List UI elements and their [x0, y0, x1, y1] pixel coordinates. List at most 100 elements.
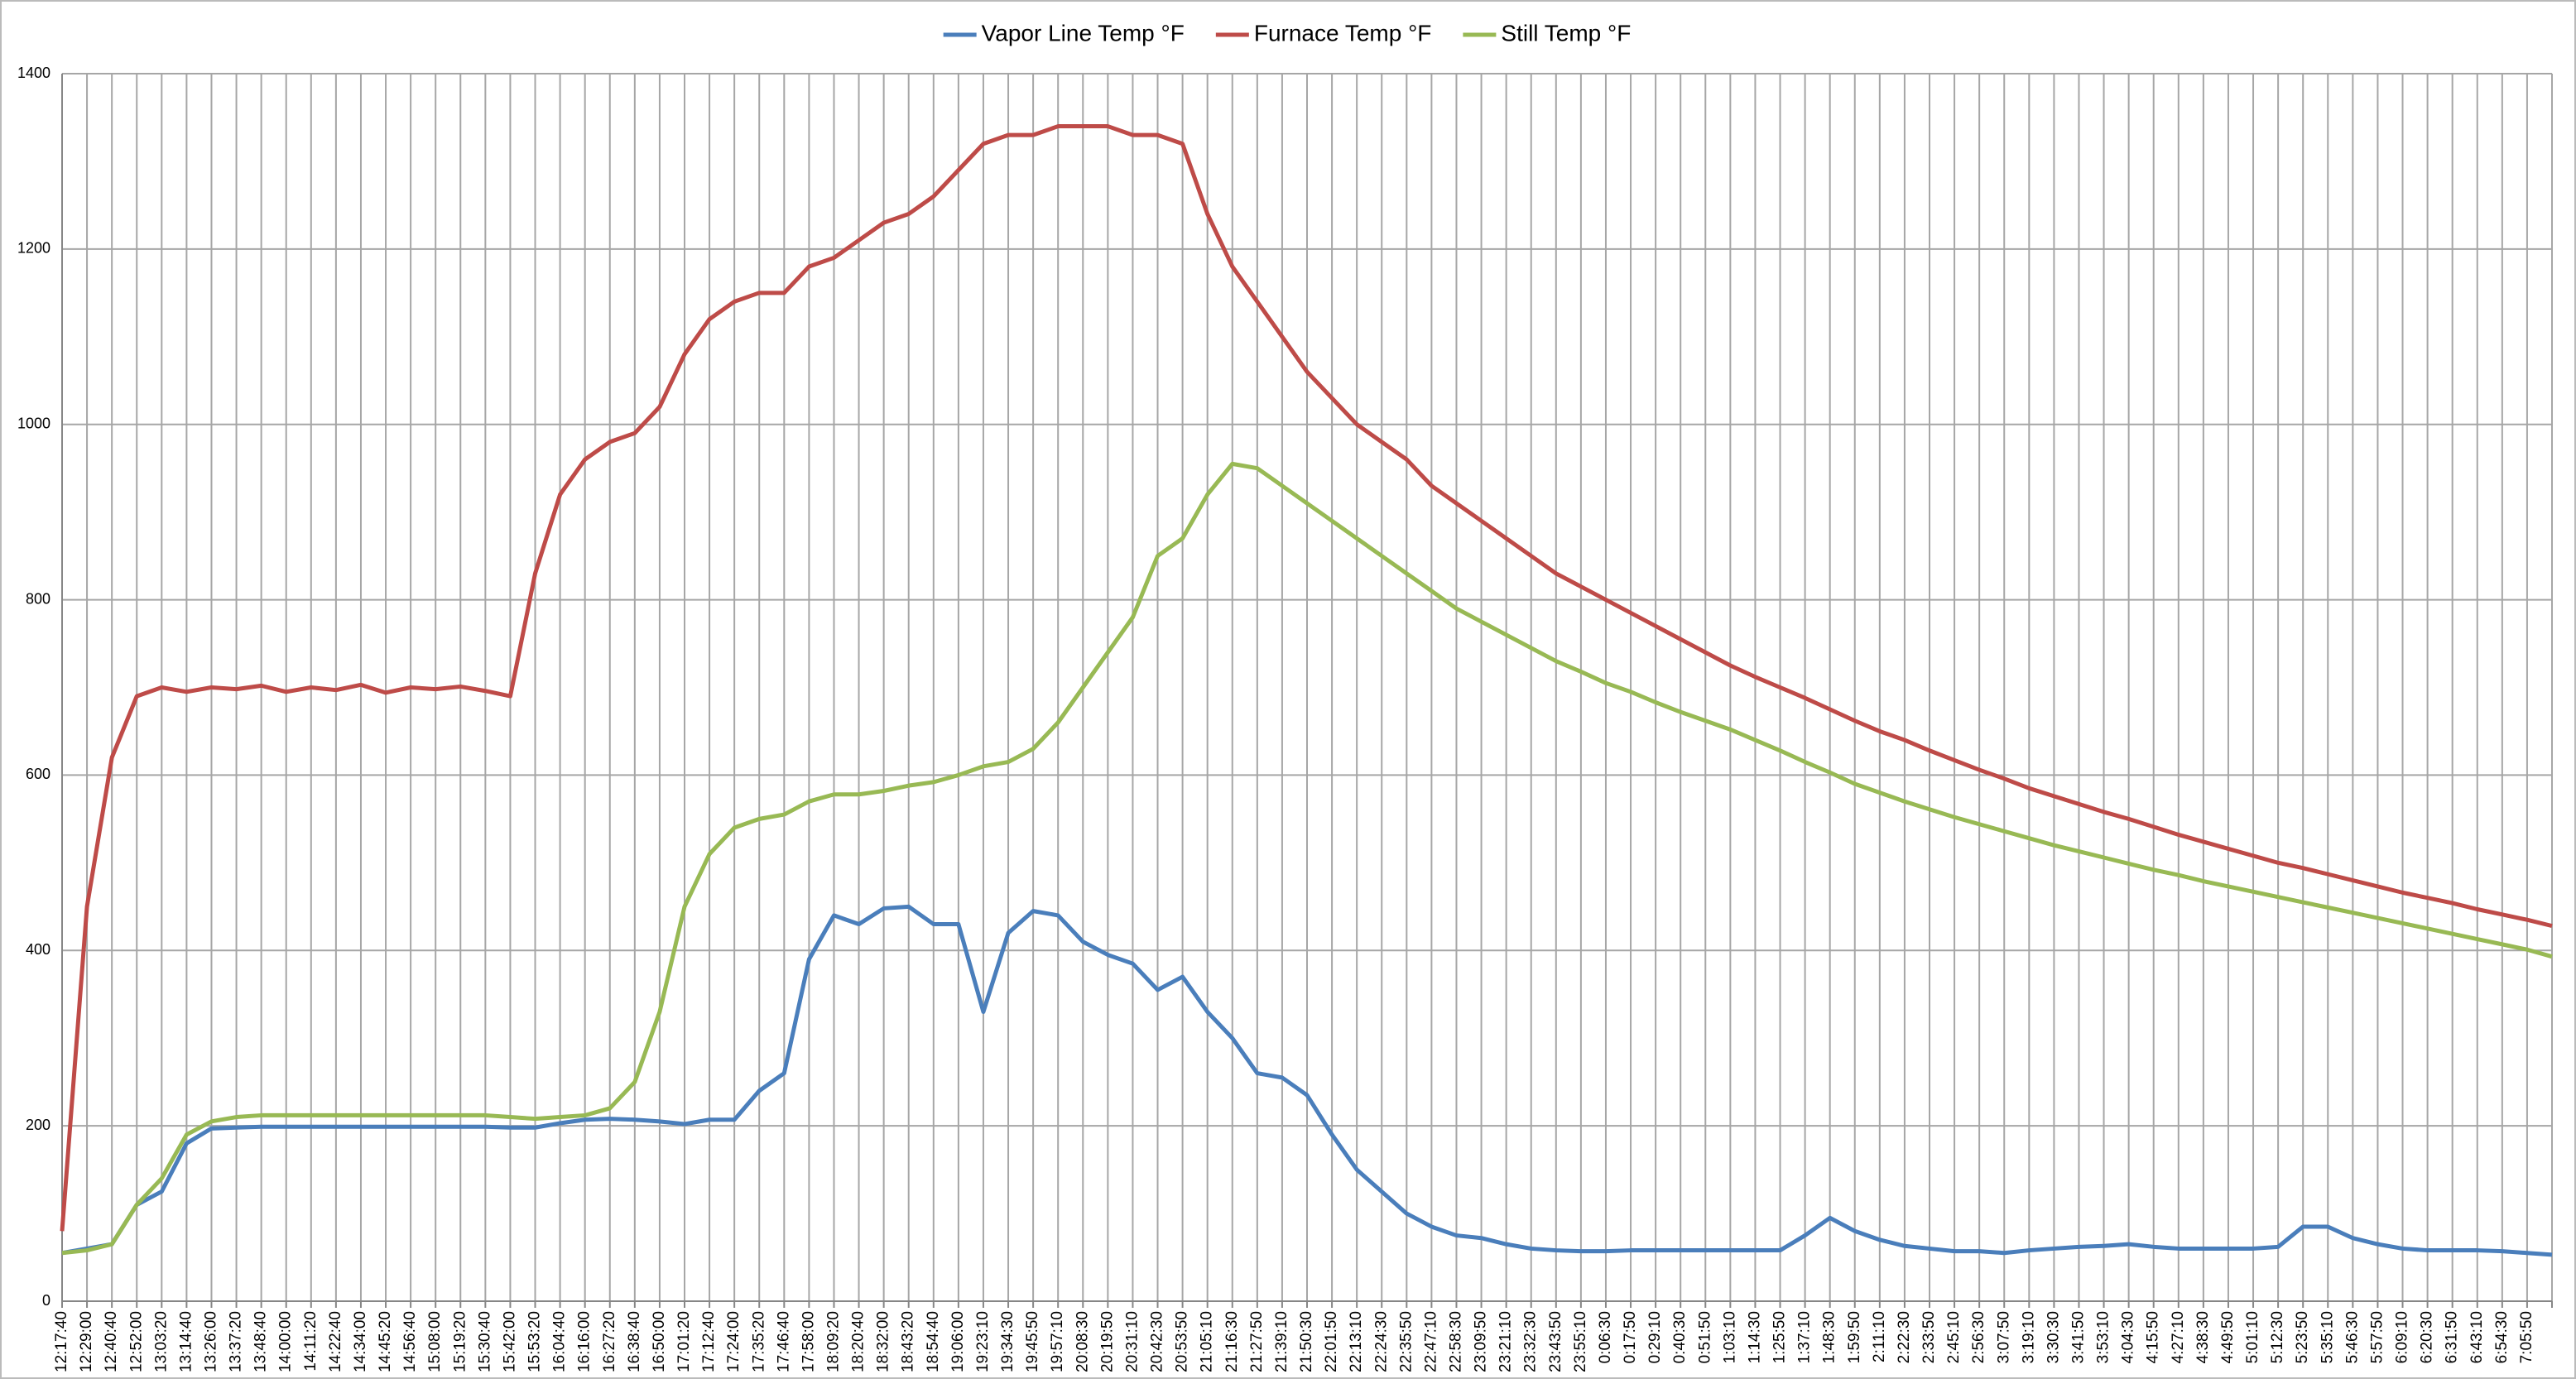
x-tick-label: 12:40:40 — [103, 1311, 120, 1372]
x-tick-label: 16:50:00 — [651, 1311, 668, 1372]
x-tick-label: 13:26:00 — [202, 1311, 219, 1372]
x-tick-label: 6:09:10 — [2394, 1311, 2411, 1363]
x-tick-label: 2:22:30 — [1896, 1311, 1913, 1363]
x-tick-label: 5:46:30 — [2343, 1311, 2361, 1363]
x-tick-label: 1:37:10 — [1796, 1311, 1814, 1363]
x-tick-label: 20:42:30 — [1149, 1311, 1166, 1372]
x-tick-label: 5:01:10 — [2244, 1311, 2261, 1363]
x-tick-label: 3:07:50 — [1995, 1311, 2012, 1363]
x-tick-label: 19:06:00 — [949, 1311, 967, 1372]
y-tick-label: 200 — [26, 1117, 50, 1133]
x-tick-label: 13:03:20 — [152, 1311, 170, 1372]
x-tick-label: 20:19:50 — [1098, 1311, 1116, 1372]
x-tick-label: 4:27:10 — [2170, 1311, 2187, 1363]
y-tick-label: 400 — [26, 941, 50, 958]
x-tick-label: 14:34:00 — [352, 1311, 369, 1372]
x-tick-label: 4:04:30 — [2120, 1311, 2137, 1363]
x-tick-label: 3:41:50 — [2069, 1311, 2087, 1363]
x-tick-label: 17:12:40 — [700, 1311, 718, 1372]
x-tick-label: 1:48:30 — [1821, 1311, 1838, 1363]
series-line — [61, 461, 2553, 1256]
x-tick-label: 23:43:50 — [1547, 1311, 1564, 1372]
legend-label: Vapor Line Temp °F — [982, 20, 1185, 46]
x-tick-label: 5:57:50 — [2368, 1311, 2386, 1363]
x-tick-label: 18:54:40 — [925, 1311, 942, 1372]
x-tick-label: 2:45:10 — [1945, 1311, 1963, 1363]
x-tick-label: 17:35:20 — [750, 1311, 767, 1372]
x-tick-label: 0:51:50 — [1696, 1311, 1713, 1363]
x-tick-label: 17:46:40 — [775, 1311, 792, 1372]
y-tick-label: 1400 — [17, 65, 50, 81]
x-tick-label: 22:13:10 — [1348, 1311, 1365, 1372]
x-tick-label: 22:47:10 — [1422, 1311, 1439, 1372]
x-tick-label: 21:39:10 — [1273, 1311, 1290, 1372]
x-tick-label: 0:40:30 — [1671, 1311, 1689, 1363]
x-tick-label: 18:20:40 — [850, 1311, 867, 1372]
y-tick-label: 800 — [26, 590, 50, 607]
x-tick-label: 12:29:00 — [78, 1311, 95, 1372]
x-tick-label: 16:27:20 — [601, 1311, 618, 1372]
x-tick-label: 23:32:30 — [1522, 1311, 1540, 1372]
x-tick-label: 1:59:50 — [1846, 1311, 1863, 1363]
x-tick-label: 19:34:30 — [999, 1311, 1016, 1372]
x-tick-label: 22:35:50 — [1397, 1311, 1415, 1372]
x-tick-label: 6:54:30 — [2493, 1311, 2511, 1363]
x-tick-label: 21:05:10 — [1199, 1311, 1216, 1372]
x-tick-label: 15:19:20 — [451, 1311, 469, 1372]
x-tick-label: 3:53:10 — [2095, 1311, 2112, 1363]
x-tick-label: 3:19:10 — [2020, 1311, 2037, 1363]
x-tick-label: 18:43:20 — [900, 1311, 917, 1372]
x-tick-label: 23:21:10 — [1497, 1311, 1515, 1372]
x-tick-label: 22:01:50 — [1323, 1311, 1340, 1372]
x-tick-label: 4:15:50 — [2145, 1311, 2162, 1363]
x-tick-label: 6:20:30 — [2419, 1311, 2436, 1363]
x-tick-label: 12:52:00 — [127, 1311, 145, 1372]
x-tick-label: 17:24:00 — [725, 1311, 743, 1372]
x-tick-label: 13:14:40 — [177, 1311, 195, 1372]
x-tick-label: 17:01:20 — [675, 1311, 693, 1372]
x-tick-label: 21:50:30 — [1298, 1311, 1315, 1372]
x-tick-label: 14:22:40 — [327, 1311, 344, 1372]
x-tick-label: 14:56:40 — [401, 1311, 419, 1372]
x-tick-label: 13:48:40 — [252, 1311, 270, 1372]
x-tick-label: 20:31:10 — [1123, 1311, 1141, 1372]
x-tick-label: 0:06:30 — [1597, 1311, 1614, 1363]
x-tick-label: 1:03:10 — [1721, 1311, 1738, 1363]
legend-label: Furnace Temp °F — [1254, 20, 1432, 46]
x-tick-label: 6:31:50 — [2444, 1311, 2461, 1363]
x-tick-label: 13:37:20 — [228, 1311, 245, 1372]
x-tick-label: 20:53:50 — [1174, 1311, 1191, 1372]
x-tick-label: 5:12:30 — [2269, 1311, 2286, 1363]
x-tick-label: 17:58:00 — [800, 1311, 817, 1372]
x-tick-label: 7:05:50 — [2518, 1311, 2535, 1363]
x-tick-label: 14:45:20 — [377, 1311, 394, 1372]
x-tick-label: 15:08:00 — [426, 1311, 444, 1372]
x-tick-label: 2:11:10 — [1871, 1311, 1888, 1362]
x-tick-label: 12:17:40 — [53, 1311, 70, 1372]
y-tick-label: 1200 — [17, 240, 50, 257]
x-tick-label: 0:29:10 — [1646, 1311, 1664, 1363]
x-tick-label: 1:25:50 — [1771, 1311, 1789, 1363]
y-tick-label: 0 — [42, 1292, 50, 1309]
x-tick-label: 16:04:40 — [551, 1311, 569, 1372]
y-tick-label: 1000 — [17, 415, 50, 431]
x-tick-label: 16:16:00 — [576, 1311, 594, 1372]
y-tick-label: 600 — [26, 766, 50, 782]
x-tick-label: 4:49:50 — [2219, 1311, 2237, 1363]
legend-label: Still Temp °F — [1501, 20, 1631, 46]
x-tick-label: 2:56:30 — [1970, 1311, 1987, 1363]
x-tick-label: 6:43:10 — [2468, 1311, 2486, 1363]
x-tick-label: 19:23:10 — [974, 1311, 992, 1372]
x-tick-label: 23:09:50 — [1473, 1311, 1490, 1372]
x-tick-label: 3:30:30 — [2045, 1311, 2062, 1363]
x-tick-label: 20:08:30 — [1074, 1311, 1091, 1372]
x-tick-label: 21:27:50 — [1248, 1311, 1266, 1372]
x-tick-label: 18:32:00 — [875, 1311, 892, 1372]
x-tick-label: 22:58:30 — [1447, 1311, 1464, 1372]
x-tick-label: 19:45:50 — [1024, 1311, 1041, 1372]
x-tick-label: 1:14:30 — [1746, 1311, 1763, 1363]
series-line — [61, 904, 2553, 1257]
